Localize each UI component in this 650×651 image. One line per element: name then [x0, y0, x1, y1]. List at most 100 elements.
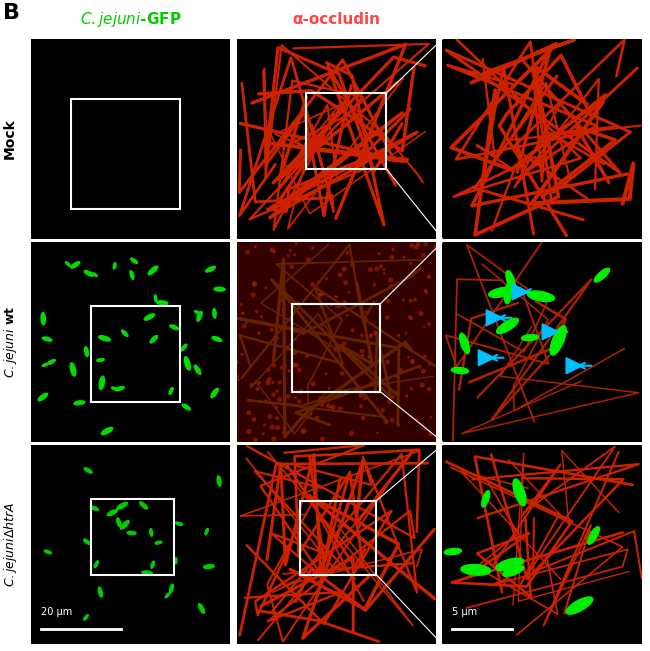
Point [406, 258, 416, 269]
Text: $\it{C. jejuni}$ wt: $\it{C. jejuni}$ wt [2, 305, 19, 378]
Point [249, 414, 259, 424]
Ellipse shape [199, 603, 205, 613]
Point [264, 374, 274, 385]
Ellipse shape [183, 404, 190, 410]
Ellipse shape [150, 335, 157, 343]
Point [417, 380, 428, 390]
Point [415, 362, 425, 372]
Ellipse shape [99, 376, 105, 389]
Point [410, 294, 420, 305]
Point [283, 251, 293, 261]
Point [318, 288, 328, 299]
Point [391, 371, 401, 381]
Bar [90, 499, 174, 575]
Ellipse shape [92, 273, 98, 277]
Point [244, 408, 254, 418]
Point [352, 384, 363, 395]
Point [250, 279, 260, 290]
Point [321, 273, 332, 284]
Ellipse shape [444, 548, 462, 555]
Point [407, 240, 417, 251]
Point [391, 387, 401, 398]
Point [263, 365, 274, 375]
Ellipse shape [117, 518, 121, 527]
Point [259, 420, 270, 430]
Point [376, 261, 386, 271]
Ellipse shape [213, 309, 216, 318]
Ellipse shape [150, 529, 153, 536]
Point [317, 400, 327, 410]
Point [280, 361, 290, 371]
Point [290, 348, 300, 358]
Ellipse shape [144, 314, 155, 320]
Point [419, 352, 430, 362]
Point [331, 344, 341, 355]
Point [335, 270, 345, 280]
Ellipse shape [130, 271, 134, 279]
Point [365, 331, 376, 341]
Point [313, 277, 324, 287]
Point [326, 299, 337, 310]
Point [343, 247, 353, 258]
Ellipse shape [117, 503, 127, 509]
Text: 20 μm: 20 μm [41, 607, 72, 616]
Point [277, 259, 287, 270]
Ellipse shape [170, 325, 179, 329]
Point [381, 294, 391, 304]
Point [356, 390, 366, 400]
Point [347, 260, 358, 270]
Point [236, 299, 246, 310]
Point [285, 245, 295, 256]
Ellipse shape [155, 295, 157, 301]
Point [291, 335, 301, 345]
Point [308, 379, 318, 389]
Point [420, 424, 430, 435]
Point [398, 252, 409, 262]
Polygon shape [566, 358, 582, 374]
Ellipse shape [122, 330, 128, 337]
Point [306, 326, 316, 336]
Point [342, 310, 352, 320]
Point [237, 350, 247, 360]
Point [376, 355, 386, 365]
Point [267, 422, 278, 432]
Ellipse shape [185, 357, 190, 370]
Point [406, 383, 417, 394]
Point [291, 238, 302, 249]
Point [424, 319, 434, 329]
Point [278, 304, 289, 314]
Point [339, 264, 350, 275]
Point [372, 428, 383, 438]
Point [263, 378, 273, 388]
Point [291, 326, 302, 336]
Point [339, 339, 349, 349]
Point [232, 372, 242, 382]
Point [248, 290, 258, 300]
Ellipse shape [527, 291, 554, 301]
Point [254, 378, 265, 388]
Point [317, 320, 327, 330]
Point [265, 411, 275, 422]
Bar [306, 93, 386, 169]
Ellipse shape [101, 428, 113, 434]
Point [315, 290, 326, 300]
Point [272, 413, 282, 423]
Point [326, 402, 337, 413]
Point [425, 429, 436, 439]
Point [252, 307, 262, 317]
Ellipse shape [131, 258, 137, 263]
Point [330, 291, 341, 301]
Ellipse shape [496, 558, 523, 571]
Point [328, 402, 339, 413]
Point [388, 244, 398, 255]
Point [401, 328, 411, 339]
Point [404, 312, 415, 322]
Point [346, 428, 357, 439]
Point [385, 275, 396, 285]
Point [335, 404, 345, 414]
Point [382, 357, 393, 367]
Point [283, 391, 293, 402]
Ellipse shape [506, 271, 515, 291]
Point [406, 313, 417, 324]
Polygon shape [542, 324, 558, 340]
